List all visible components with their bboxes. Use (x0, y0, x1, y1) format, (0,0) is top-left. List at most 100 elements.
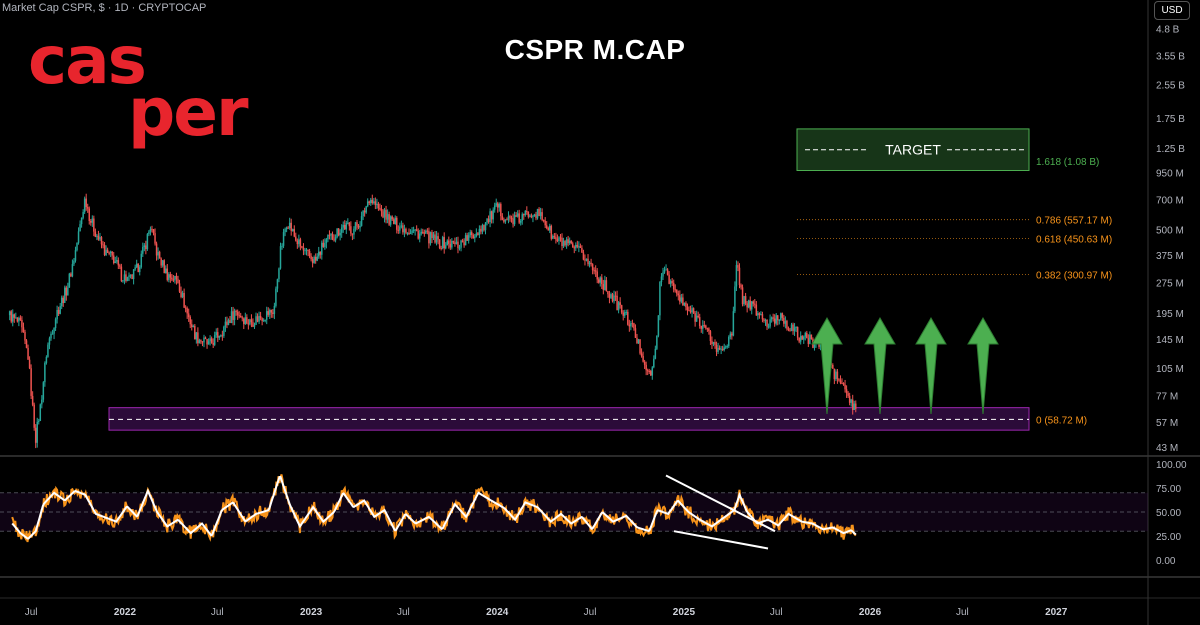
candle-body (552, 236, 554, 239)
y-tick-label: 375 M (1156, 251, 1184, 262)
candle-body (466, 235, 468, 241)
candle-body (88, 208, 90, 221)
candle-body (533, 214, 536, 217)
candle-body (28, 359, 31, 369)
candle-body (836, 371, 839, 380)
candle-body (625, 311, 628, 313)
candle-body (429, 232, 432, 244)
candle-body (93, 218, 95, 232)
rsi-tick-label: 100.00 (1156, 460, 1187, 471)
candle-body (737, 265, 739, 268)
candle-body (59, 306, 61, 314)
candle-body (519, 220, 522, 223)
candle-body (755, 304, 758, 316)
candle-body (152, 229, 155, 234)
candle-body (178, 283, 181, 292)
candle-body (27, 347, 29, 360)
candle-body (645, 364, 647, 371)
candle-body (847, 393, 849, 396)
candle-body (523, 214, 525, 216)
candle-body (180, 291, 182, 297)
fib-level-label: 1.618 (1.08 B) (1036, 157, 1099, 168)
candle-body (296, 240, 299, 245)
candle-body (526, 210, 528, 212)
candle-body (388, 214, 390, 225)
symbol-info[interactable]: Market Cap CSPR, $ · 1D · CRYPTOCAP (2, 2, 207, 14)
candle-body (721, 348, 724, 350)
candle-body (425, 230, 427, 234)
candle-body (702, 325, 704, 329)
target-box (796, 128, 1030, 172)
candle-body (754, 303, 756, 305)
candle-body (112, 255, 115, 264)
candle-body (689, 310, 692, 313)
candle-body (21, 319, 23, 328)
candle-body (752, 301, 755, 304)
candle-body (619, 302, 621, 306)
candle-body (171, 277, 173, 280)
candle-body (140, 253, 143, 268)
candle-body (198, 340, 201, 344)
candle-body (510, 217, 513, 219)
candle-body (486, 218, 488, 223)
candle-body (622, 312, 624, 316)
candle-body (45, 356, 48, 363)
candle-body (711, 340, 713, 345)
candle-body (493, 205, 496, 210)
rsi-tick-label: 75.00 (1156, 484, 1181, 495)
candle-body (773, 318, 776, 324)
candle-body (328, 235, 331, 237)
candle-body (789, 329, 791, 331)
candle-body (366, 201, 369, 207)
candle-body (767, 326, 770, 328)
candle-body (347, 222, 349, 224)
candle-body (735, 265, 738, 287)
candle-body (844, 384, 846, 390)
candle-body (842, 383, 845, 385)
candle-body (262, 320, 265, 322)
candle-body (400, 225, 403, 227)
y-tick-label: 2.55 B (1156, 81, 1185, 92)
candle-body (259, 315, 262, 319)
candle-body (370, 199, 372, 203)
candle-body (217, 332, 219, 338)
candle-body (374, 201, 377, 206)
candle-body (304, 250, 306, 252)
candle-body (631, 323, 634, 325)
candle-body (467, 235, 470, 241)
x-tick-label: Jul (956, 607, 969, 618)
candle-body (96, 235, 98, 237)
y-tick-label: 3.55 B (1156, 51, 1185, 62)
candle-body (25, 340, 28, 348)
candle-body (848, 395, 851, 403)
y-tick-label: 700 M (1156, 195, 1184, 206)
x-tick-label: 2027 (1045, 607, 1068, 618)
candle-body (676, 289, 678, 294)
candle-body (567, 239, 569, 244)
candle-body (24, 331, 26, 341)
candle-body (587, 258, 589, 265)
candle-body (99, 237, 101, 240)
candle-body (804, 332, 807, 337)
candle-body (386, 214, 389, 220)
candle-body (293, 229, 296, 237)
candle-body (798, 337, 800, 342)
currency-button[interactable]: USD (1154, 1, 1190, 20)
candle-body (763, 319, 765, 321)
candle-body (382, 211, 384, 218)
candle-body (642, 355, 644, 362)
candle-body (105, 249, 107, 255)
candle-body (91, 218, 94, 223)
candle-body (348, 222, 351, 227)
candle-body (287, 227, 289, 229)
candle-body (650, 371, 652, 376)
candle-body (247, 323, 250, 325)
y-tick-label: 105 M (1156, 364, 1184, 375)
candle-body (15, 317, 17, 319)
candle-body (126, 276, 129, 282)
candle-body (402, 225, 404, 233)
candle-body (582, 252, 585, 260)
candle-body (490, 211, 493, 220)
candle-body (542, 219, 545, 221)
